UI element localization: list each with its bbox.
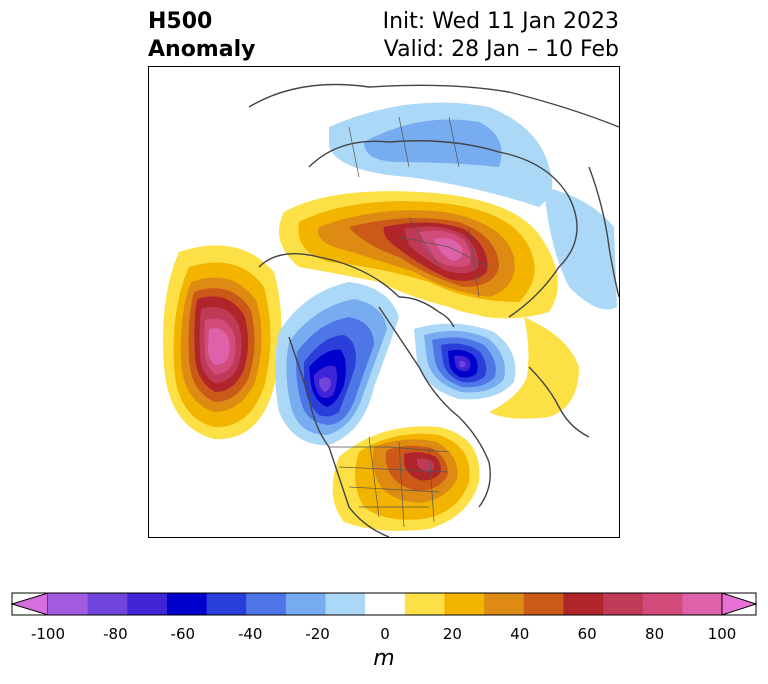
colorbar-units: m: [373, 646, 395, 671]
colorbar-segment: [523, 593, 564, 615]
pacific-ridge: [163, 245, 282, 440]
colorbar-segment: [484, 593, 525, 615]
title-variable: H500: [148, 9, 213, 34]
valid-period: Valid: 28 Jan – 10 Feb: [383, 37, 619, 62]
colorbar-tick-label: -100: [30, 625, 66, 643]
colorbar-segment: [48, 593, 89, 615]
colorbar-segment: [166, 593, 208, 615]
europe-trough: [329, 102, 617, 310]
colorbar-segment: [682, 593, 723, 615]
title-field: Anomaly: [148, 37, 256, 62]
colorbar-segment: [642, 593, 683, 615]
init-time: Init: Wed 11 Jan 2023: [382, 9, 619, 34]
colorbar-segment: [404, 593, 445, 615]
atlantic-trough: [400, 310, 527, 408]
western-na-trough: [275, 282, 399, 446]
colorbar-tick-label: 60: [577, 625, 597, 643]
colorbar-tick-label: -80: [103, 625, 128, 643]
colorbar-segment: [563, 593, 604, 615]
colorbar-tick-label: -20: [305, 625, 330, 643]
colorbar: [10, 592, 758, 616]
colorbar-tick-label: 80: [645, 625, 665, 643]
colorbar-segment: [325, 593, 366, 615]
title-left: H500 Anomaly: [148, 8, 255, 64]
anomaly-map: [148, 66, 620, 538]
borders: [329, 116, 490, 528]
colorbar-tick-label: -40: [237, 625, 263, 643]
colorbar-outline: [11, 592, 757, 616]
siberia-ridge: [279, 191, 558, 319]
colorbar-segments: [10, 592, 758, 616]
title-right: Init: Wed 11 Jan 2023 Valid: 28 Jan – 10…: [383, 8, 619, 64]
colorbar-segment: [444, 593, 485, 615]
colorbar-tick-label: 0: [380, 625, 390, 643]
colorbar-extend-low: [10, 592, 49, 616]
colorbar-segment: [246, 593, 287, 615]
colorbar-segment: [206, 593, 247, 615]
colorbar-tick-label: 40: [510, 625, 530, 643]
colorbar-tick-label: 20: [442, 625, 462, 643]
colorbar-tick-label: -60: [170, 625, 196, 643]
eastern-us-ridge: [332, 426, 480, 531]
colorbar-segment: [87, 593, 128, 615]
atlantic-ridge-band: [489, 317, 579, 419]
colorbar-segment: [285, 593, 327, 615]
colorbar-segment: [365, 593, 406, 615]
colorbar-tick-label: 100: [707, 625, 737, 643]
map-svg: [163, 83, 619, 537]
colorbar-segment: [127, 593, 168, 615]
coastlines: [248, 83, 619, 537]
colorbar-extend-high: [721, 592, 758, 616]
colorbar-segment: [603, 593, 644, 615]
